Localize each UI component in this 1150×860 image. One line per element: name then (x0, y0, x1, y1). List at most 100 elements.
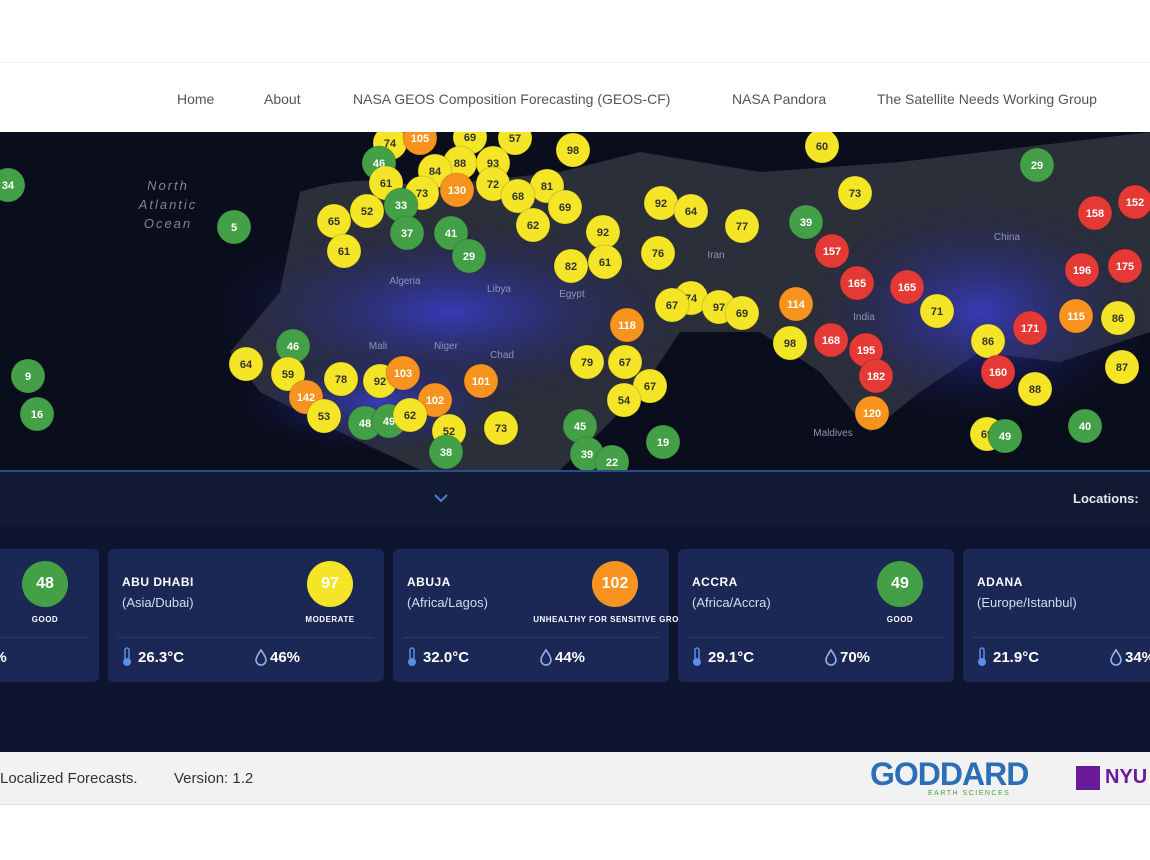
aqi-marker[interactable] (392, 397, 428, 433)
aqi-marker[interactable] (349, 193, 385, 229)
aqi-marker[interactable] (433, 215, 469, 251)
aqi-marker[interactable] (1064, 252, 1100, 288)
aqi-marker[interactable] (1107, 248, 1143, 284)
collapse-toggle[interactable] (433, 492, 449, 504)
nav-link[interactable]: About (264, 91, 301, 107)
aqi-marker-label: 61 (338, 246, 350, 258)
aqi-marker[interactable] (645, 424, 681, 460)
aqi-marker[interactable] (402, 132, 438, 156)
aqi-marker[interactable] (451, 238, 487, 274)
location-timezone: (Europe/Istanbul) (977, 595, 1077, 610)
aqi-marker[interactable] (889, 269, 925, 305)
aqi-marker[interactable] (814, 233, 850, 269)
aqi-marker[interactable] (673, 193, 709, 229)
nav-link[interactable]: NASA Pandora (732, 91, 827, 107)
location-card[interactable]: ADANA (Europe/Istanbul) 21.9°C 34% (963, 549, 1150, 682)
aqi-marker[interactable] (640, 235, 676, 271)
aqi-marker[interactable] (587, 244, 623, 280)
aqi-marker[interactable] (788, 204, 824, 240)
location-card[interactable]: ACCRA (Africa/Accra) 49 GOOD 29.1°C 70% (678, 549, 954, 682)
aqi-marker-label: 39 (581, 449, 593, 461)
aqi-marker-label: 61 (599, 257, 611, 269)
location-card[interactable]: ABUJA (Africa/Lagos) 102 UNHEALTHY FOR SENS… (393, 549, 696, 682)
aqi-marker[interactable] (1100, 300, 1136, 336)
nav-link[interactable]: The Satellite Needs Working Group (877, 91, 1097, 107)
aqi-marker[interactable] (228, 346, 264, 382)
aqi-marker[interactable] (1104, 349, 1140, 385)
aqi-marker[interactable] (10, 358, 46, 394)
aqi-marker[interactable] (987, 418, 1023, 454)
aqi-marker[interactable] (772, 325, 808, 361)
aqi-marker-label: 53 (318, 411, 330, 423)
divider (973, 637, 1150, 638)
aqi-marker[interactable] (569, 344, 605, 380)
aqi-marker-label: 67 (619, 357, 631, 369)
aqi-marker-label: 9 (25, 371, 31, 383)
aqi-marker[interactable] (858, 358, 894, 394)
aqi-marker[interactable] (724, 295, 760, 331)
location-card[interactable]: ABU DHABI (Asia/Dubai) 97 MODERATE 26.3°C 46% (108, 549, 384, 682)
aqi-marker[interactable] (804, 132, 840, 164)
aqi-marker-label: 182 (867, 371, 885, 383)
aqi-marker-label: 49 (999, 431, 1011, 443)
aqi-marker[interactable] (389, 215, 425, 251)
aqi-marker[interactable] (216, 209, 252, 245)
aqi-marker-label: 34 (2, 180, 15, 192)
aqi-marker[interactable] (385, 355, 421, 391)
aqi-badge: 49 (877, 561, 923, 607)
aqi-marker-label: 168 (822, 335, 840, 347)
aqi-marker[interactable] (609, 307, 645, 343)
aqi-marker[interactable] (483, 410, 519, 446)
aqi-marker[interactable] (555, 132, 591, 168)
aqi-marker[interactable] (428, 434, 464, 470)
nav-link[interactable]: NASA GEOS Composition Forecasting (GEOS-… (353, 91, 671, 107)
nav-link[interactable]: Home (177, 91, 215, 107)
aqi-marker-label: 73 (495, 423, 507, 435)
aqi-marker[interactable] (500, 178, 536, 214)
aqi-marker[interactable] (970, 323, 1006, 359)
aqi-marker[interactable] (497, 132, 533, 156)
aqi-marker[interactable] (323, 361, 359, 397)
aqi-marker[interactable] (594, 444, 630, 470)
aqi-marker[interactable] (1058, 298, 1094, 334)
aqi-marker[interactable] (553, 248, 589, 284)
aqi-marker[interactable] (1077, 195, 1113, 231)
aqi-marker[interactable] (1012, 310, 1048, 346)
aqi-marker[interactable] (654, 287, 690, 323)
aqi-marker-label: 57 (509, 133, 521, 145)
aqi-marker[interactable] (19, 396, 55, 432)
aqi-marker-label: 65 (328, 216, 340, 228)
aqi-marker[interactable] (306, 398, 342, 434)
aqi-marker-label: 165 (848, 278, 866, 290)
aqi-marker[interactable] (0, 167, 26, 203)
aqi-marker[interactable] (1117, 184, 1150, 220)
aqi-marker[interactable] (463, 363, 499, 399)
aqi-marker-label: 49 (383, 416, 395, 428)
aqi-marker-label: 88 (454, 158, 466, 170)
aqi-marker[interactable] (854, 395, 890, 431)
aqi-marker-label: 79 (581, 357, 593, 369)
aqi-marker[interactable] (439, 172, 475, 208)
aqi-marker[interactable] (1017, 371, 1053, 407)
aqi-marker[interactable] (1019, 147, 1055, 183)
aqi-marker-label: 69 (464, 132, 476, 144)
aqi-marker[interactable] (837, 175, 873, 211)
aqi-marker-label: 64 (685, 206, 698, 218)
aqi-marker[interactable] (1067, 408, 1103, 444)
aqi-marker[interactable] (515, 207, 551, 243)
location-card[interactable]: 48 GOOD 0% (0, 549, 99, 682)
icon-shape (540, 648, 552, 666)
aqi-marker[interactable] (980, 354, 1016, 390)
aqi-marker[interactable] (607, 344, 643, 380)
aqi-marker[interactable] (813, 322, 849, 358)
aqi-marker-label: 160 (989, 367, 1007, 379)
aqi-marker[interactable] (606, 382, 642, 418)
aqi-marker[interactable] (547, 189, 583, 225)
aqi-marker[interactable] (839, 265, 875, 301)
aqi-marker[interactable] (270, 356, 306, 392)
aqi-marker[interactable] (919, 293, 955, 329)
aqi-marker[interactable] (326, 233, 362, 269)
aqi-marker[interactable] (778, 286, 814, 322)
thermometer-icon (693, 647, 701, 666)
aqi-marker[interactable] (724, 208, 760, 244)
